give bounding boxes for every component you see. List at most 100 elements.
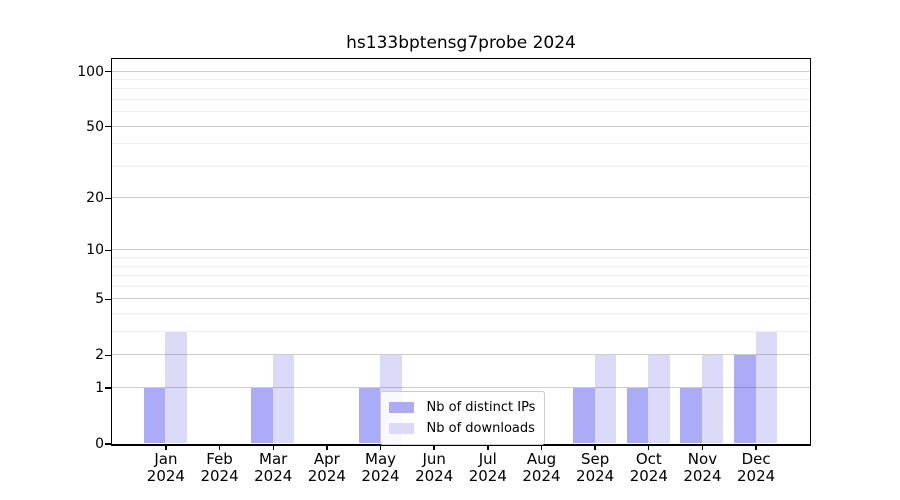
bar-downloads	[594, 354, 617, 444]
bar-distinct-ips	[573, 387, 595, 444]
month-label: Feb	[206, 450, 233, 468]
bar-distinct-ips	[251, 387, 273, 444]
bar-downloads	[701, 354, 724, 444]
x-tick-label: Apr 2024	[292, 451, 362, 485]
gridline-major	[111, 387, 810, 389]
plot-area: Nb of distinct IPs Nb of downloads	[110, 57, 811, 446]
downloads-swatch-icon	[388, 422, 414, 434]
y-tick-label: 50	[86, 118, 104, 135]
x-tickmark	[648, 444, 650, 450]
x-tick-label: Jul 2024	[453, 451, 523, 485]
gridline-minor	[111, 98, 810, 100]
y-tick-label: 10	[86, 242, 104, 259]
x-tickmark	[540, 444, 543, 450]
x-tick-label: Jun 2024	[399, 451, 469, 485]
year-label: 2024	[629, 467, 668, 485]
legend: Nb of distinct IPs Nb of downloads	[379, 390, 546, 445]
x-tick-label: Feb 2024	[185, 451, 255, 485]
month-label: Sep	[580, 450, 610, 468]
x-tickmark	[326, 444, 328, 450]
year-label: 2024	[522, 467, 561, 485]
x-tick-label: Dec 2024	[721, 451, 791, 485]
month-label: Jun	[422, 450, 446, 468]
legend-label-distinct-ips: Nb of distinct IPs	[426, 399, 536, 415]
year-label: 2024	[576, 467, 615, 485]
year-label: 2024	[200, 467, 239, 485]
year-label: 2024	[737, 467, 776, 485]
month-label: Jan	[154, 450, 178, 468]
bar-downloads	[272, 354, 295, 444]
year-label: 2024	[683, 467, 722, 485]
y-tickmark	[105, 125, 111, 128]
gridline-major	[111, 70, 810, 72]
gridline-major	[111, 298, 810, 300]
x-tickmark	[487, 444, 489, 450]
gridline-minor	[111, 331, 810, 333]
x-tick-label: May 2024	[346, 451, 416, 485]
bar-downloads	[648, 354, 670, 444]
gridline-minor	[111, 265, 810, 267]
x-tickmark	[433, 444, 435, 450]
x-tick-label: Aug 2024	[506, 451, 576, 485]
y-tick-label: 5	[95, 291, 104, 308]
legend-item-distinct-ips: Nb of distinct IPs	[388, 397, 536, 418]
gridline-minor	[111, 285, 810, 287]
y-tickmark	[105, 298, 111, 301]
y-tick-label: 100	[77, 63, 104, 80]
bar-downloads	[165, 331, 187, 444]
month-label: Oct	[635, 450, 662, 468]
x-tick-label: Oct 2024	[614, 451, 684, 485]
gridline-minor	[111, 257, 810, 259]
y-tick-label: 1	[95, 380, 104, 397]
bar-distinct-ips	[143, 387, 166, 444]
gridline-major	[111, 249, 810, 251]
y-tick-label: 20	[86, 190, 104, 207]
legend-item-downloads: Nb of downloads	[388, 418, 536, 439]
bar-distinct-ips	[734, 354, 756, 444]
x-tickmark	[165, 444, 167, 450]
x-tickmark	[594, 444, 596, 450]
bar-distinct-ips	[680, 387, 702, 444]
x-tick-label: Jan 2024	[131, 451, 201, 485]
month-label: May	[365, 450, 397, 468]
month-label: Aug	[526, 450, 557, 468]
x-tick-label: Nov 2024	[667, 451, 737, 485]
y-tick-label: 0	[95, 436, 104, 452]
year-label: 2024	[146, 467, 185, 485]
bar-distinct-ips	[626, 387, 649, 444]
y-tickmark	[105, 387, 111, 389]
month-label: Nov	[687, 450, 718, 468]
x-tickmark	[272, 444, 274, 450]
gridline-minor	[111, 313, 810, 315]
month-label: Jul	[478, 450, 497, 468]
year-label: 2024	[468, 467, 507, 485]
x-tick-label: Sep 2024	[560, 451, 630, 485]
y-tickmark	[105, 70, 111, 73]
month-label: Apr	[313, 450, 340, 468]
year-label: 2024	[361, 467, 400, 485]
y-tick-label: 2	[95, 347, 104, 364]
gridline-minor	[111, 143, 810, 145]
x-tick-label: Mar 2024	[238, 451, 308, 485]
x-tickmark	[755, 444, 757, 450]
gridline-minor	[111, 165, 810, 167]
gridline-major	[111, 197, 810, 199]
gridline-minor	[111, 88, 810, 90]
y-tickmark	[105, 443, 111, 445]
bar-distinct-ips	[358, 387, 381, 444]
distinct-ips-swatch-icon	[388, 401, 414, 413]
gridline-minor	[111, 78, 810, 80]
y-tickmark	[105, 197, 111, 199]
gridline-major	[111, 125, 810, 127]
gridline-minor	[111, 111, 810, 113]
y-tickmark	[105, 249, 111, 252]
legend-label-downloads: Nb of downloads	[426, 420, 535, 436]
month-label: Dec	[741, 450, 771, 468]
x-tickmark	[218, 444, 221, 450]
gridline-major	[111, 354, 810, 356]
chart-title: hs133bptensg7probe 2024	[346, 33, 576, 53]
bar-downloads	[755, 331, 778, 444]
year-label: 2024	[415, 467, 454, 485]
x-tickmark	[379, 444, 382, 450]
